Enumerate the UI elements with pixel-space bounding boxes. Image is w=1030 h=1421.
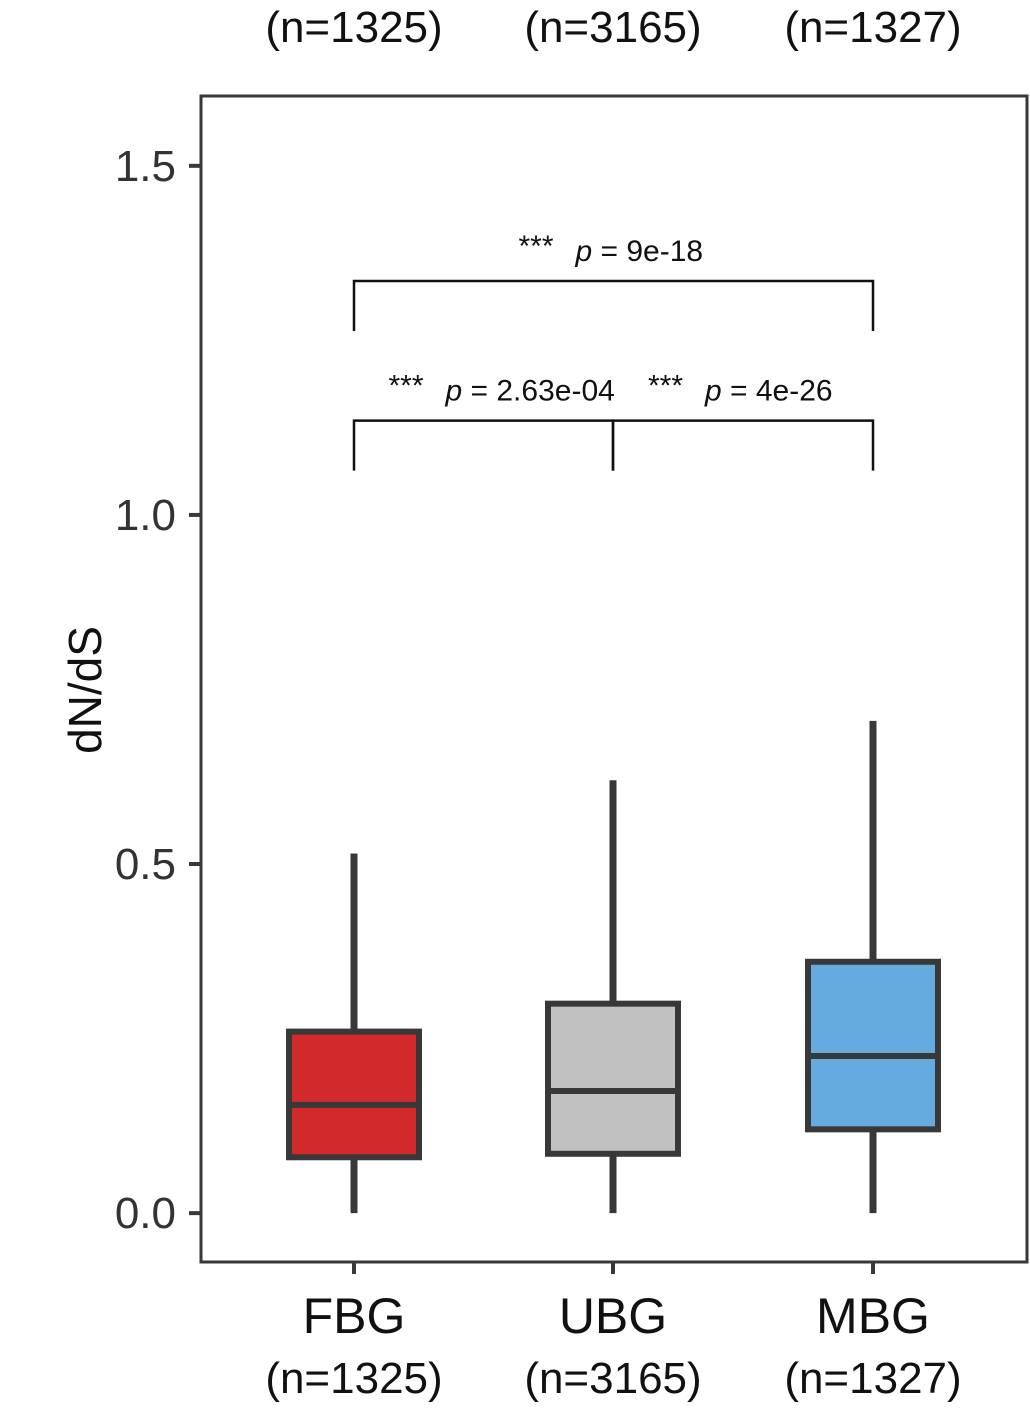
x-count-label: (n=3165)	[524, 1354, 701, 1403]
p-value: = 4e-26	[722, 375, 833, 408]
bracket-line	[352, 419, 615, 471]
p-symbol: p	[575, 235, 593, 268]
box-fbg	[286, 853, 422, 1214]
x-tick-label: FBG	[303, 1288, 406, 1344]
boxes	[286, 720, 941, 1214]
significance-stars: ***	[389, 370, 424, 403]
iqr-box	[545, 1000, 681, 1157]
significance-brackets: *** p = 2.63e-04 *** p = 4e-26 *** p = 9e-18	[352, 230, 875, 471]
y-tick-label: 1.5	[115, 142, 176, 191]
x-tick-label: UBG	[559, 1288, 667, 1344]
y-tick-label: 0.5	[115, 840, 176, 889]
p-value-label: p = 2.63e-04	[445, 375, 615, 408]
bracket-ubg-mbg: *** p = 4e-26	[611, 370, 875, 471]
bracket-fbg-mbg: *** p = 9e-18	[352, 230, 875, 332]
x-count-label: (n=1327)	[784, 1354, 961, 1403]
y-tick-label: 1.0	[115, 491, 176, 540]
x-axis: FBG (n=1325) UBG (n=3165) MBG (n=1327)	[265, 1262, 962, 1403]
top-count-labels: (n=1325) (n=3165) (n=1327)	[265, 3, 961, 52]
bracket-line	[352, 279, 875, 332]
p-value: = 9e-18	[592, 235, 703, 268]
significance-stars: ***	[648, 370, 683, 403]
top-count-label: (n=1325)	[265, 3, 442, 52]
y-axis-title: dN/dS	[59, 626, 111, 754]
p-symbol: p	[704, 375, 722, 408]
x-count-label: (n=1325)	[265, 1354, 442, 1403]
box-ubg	[545, 780, 681, 1214]
significance-stars: ***	[519, 230, 554, 263]
bracket-line	[611, 419, 875, 471]
iqr-box	[805, 958, 941, 1133]
iqr-box	[286, 1028, 422, 1161]
p-value: = 2.63e-04	[462, 375, 615, 408]
p-value-label: p = 4e-26	[704, 375, 833, 408]
bracket-fbg-ubg: *** p = 2.63e-04	[352, 370, 615, 471]
box-mbg	[805, 720, 941, 1214]
top-count-label: (n=1327)	[784, 3, 961, 52]
p-value-label: p = 9e-18	[575, 235, 704, 268]
p-symbol: p	[445, 375, 463, 408]
x-tick-label: MBG	[816, 1288, 930, 1344]
y-tick-label: 0.0	[115, 1189, 176, 1238]
y-axis: 0.0 0.5 1.0 1.5	[115, 142, 201, 1238]
top-count-label: (n=3165)	[524, 3, 701, 52]
